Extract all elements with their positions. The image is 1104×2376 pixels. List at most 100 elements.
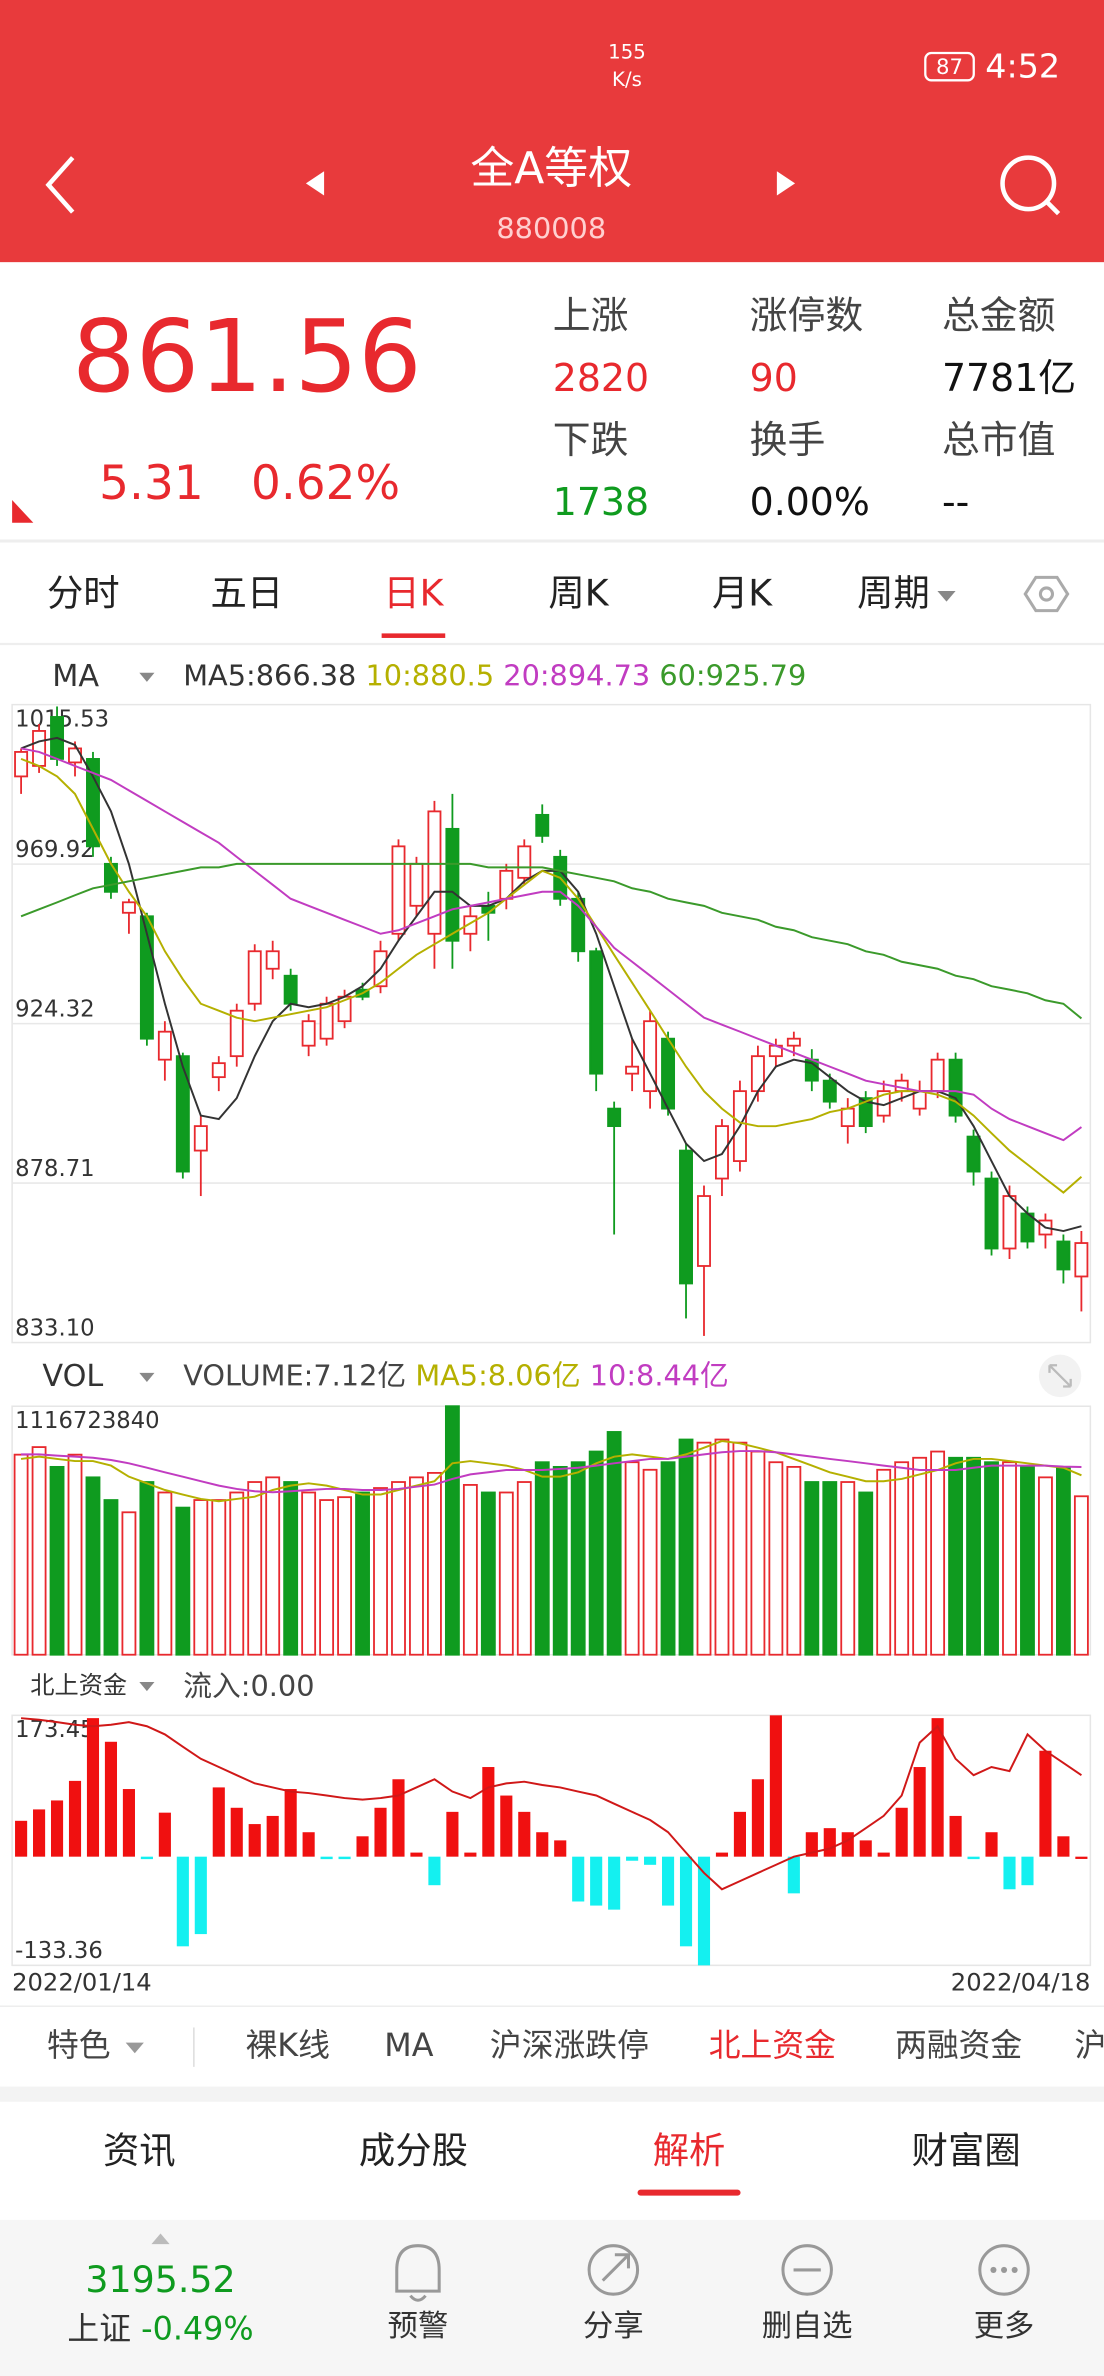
prev-button[interactable]: [305, 171, 325, 196]
back-button[interactable]: [45, 156, 75, 214]
candle-body: [211, 1062, 226, 1079]
ma-legend: MA5:866.38 10:880.5 20:894.73 60:925.79: [183, 658, 806, 692]
indicator-tabs: 特色 裸K线 MA 沪深涨跌停 北上资金 两融资金 沪: [47, 2026, 1104, 2064]
ma-value: 925.79: [706, 658, 807, 692]
volume-bar: [247, 1481, 263, 1656]
up-arrow: [151, 2233, 170, 2245]
search-button[interactable]: [1000, 155, 1057, 212]
flow-bar: [661, 1856, 675, 1906]
section-tab[interactable]: 成分股: [359, 2129, 468, 2172]
candle-body: [589, 950, 604, 1075]
ind-tab[interactable]: MA: [384, 2026, 433, 2064]
indicator[interactable]: VOL: [42, 1359, 103, 1394]
flow-bar: [823, 1828, 836, 1857]
volume-bar: [606, 1431, 622, 1656]
ma-label: 20:: [503, 658, 549, 692]
ind-tab[interactable]: 特色: [47, 2026, 111, 2064]
ind-tab[interactable]: 裸K线: [246, 2026, 330, 2064]
flow-bar: [1057, 1836, 1070, 1857]
candle-body: [32, 730, 47, 767]
ind-tab[interactable]: 两融资金: [895, 2026, 1022, 2064]
volume-bar: [786, 1465, 802, 1656]
price: 861.56: [72, 298, 422, 415]
stat-value: 0.00%: [750, 480, 870, 524]
volume-bar: [534, 1461, 550, 1656]
plots: 1015.53969.92924.32878.71833.10111672384…: [12, 706, 1091, 1966]
net-speed: 155: [608, 41, 646, 64]
volume-bar: [858, 1491, 874, 1656]
flow-bar: [697, 1856, 711, 1966]
ind-tab[interactable]: 沪深涨跌停: [490, 2026, 649, 2064]
candle-body: [391, 845, 406, 935]
flow-bar: [266, 1815, 279, 1857]
volume-bar: [732, 1441, 748, 1656]
volume-bar: [13, 1453, 29, 1656]
flow-bar: [176, 1856, 189, 1947]
volume-bar: [624, 1461, 640, 1656]
indicator[interactable]: MA: [52, 659, 99, 694]
flow-bar: [338, 1856, 351, 1860]
volume-bar: [480, 1491, 496, 1656]
volume-bar: [85, 1476, 101, 1656]
flow-bar: [248, 1824, 261, 1857]
corner-mark: [12, 500, 34, 523]
flow-bar: [212, 1787, 225, 1857]
flow-label: 流入:: [183, 1669, 250, 1703]
candle-body: [265, 950, 280, 970]
indicator[interactable]: 北上资金: [30, 1672, 127, 1700]
tab[interactable]: 分时: [47, 572, 120, 615]
candle-body: [858, 1097, 873, 1128]
volume-bar: [301, 1491, 317, 1656]
index-value[interactable]: 3195.52: [85, 2258, 235, 2301]
volume-bar: [1038, 1476, 1053, 1656]
stat-label: 下跌: [553, 418, 629, 462]
flow-bar: [805, 1832, 818, 1857]
volume-bar: [948, 1456, 964, 1656]
action[interactable]: 分享: [583, 2309, 644, 2344]
ind-tab[interactable]: 沪: [1074, 2026, 1104, 2064]
ind-tab-active[interactable]: 北上资金: [709, 2026, 836, 2064]
index-name: 上证: [67, 2310, 131, 2348]
settings[interactable]: [1023, 575, 1070, 613]
section-tab[interactable]: 资讯: [103, 2129, 176, 2172]
action[interactable]: 更多: [974, 2309, 1035, 2344]
flow-bar: [158, 1812, 171, 1857]
volume-bar: [67, 1453, 83, 1656]
section-tab[interactable]: 财富圈: [912, 2129, 1021, 2172]
action[interactable]: 删自选: [762, 2309, 853, 2344]
volume-bar: [211, 1499, 227, 1656]
action[interactable]: 预警: [388, 2309, 449, 2344]
change: 5.31: [99, 456, 204, 511]
flow-bar: [859, 1840, 872, 1857]
volume-bar: [768, 1461, 784, 1656]
y-tick-label: 1116723840: [15, 1408, 160, 1434]
flow-value: 0.00: [250, 1669, 314, 1703]
candle-body: [445, 827, 460, 942]
title: 全A等权: [470, 143, 632, 194]
net-unit: K/s: [612, 68, 642, 91]
y-tick-label: 833.10: [15, 1315, 94, 1341]
section-tab-active[interactable]: 解析: [653, 2129, 726, 2172]
tab[interactable]: 周期: [857, 572, 930, 615]
volume-frame: [11, 1405, 1092, 1656]
tab-active[interactable]: 日K: [383, 572, 444, 615]
flow-bar: [590, 1856, 603, 1906]
flow-line: [20, 1717, 1082, 1891]
volume-bar: [409, 1476, 424, 1656]
tab[interactable]: 五日: [211, 572, 284, 615]
flow-bar: [751, 1779, 764, 1857]
ma-line: [20, 862, 1083, 1020]
tab[interactable]: 周K: [548, 572, 609, 615]
flow-bar: [230, 1807, 243, 1857]
candle-body: [948, 1058, 963, 1117]
flow-bar: [644, 1856, 657, 1865]
volume-bar: [103, 1499, 119, 1656]
tab[interactable]: 月K: [712, 572, 773, 615]
volume-bar: [31, 1446, 47, 1656]
candle-body: [427, 810, 442, 935]
battery-level: 87: [936, 54, 963, 79]
flow-bar: [500, 1795, 513, 1857]
volume-bar: [355, 1491, 370, 1656]
next-button[interactable]: [776, 171, 796, 196]
stat-value: 1738: [553, 480, 649, 524]
